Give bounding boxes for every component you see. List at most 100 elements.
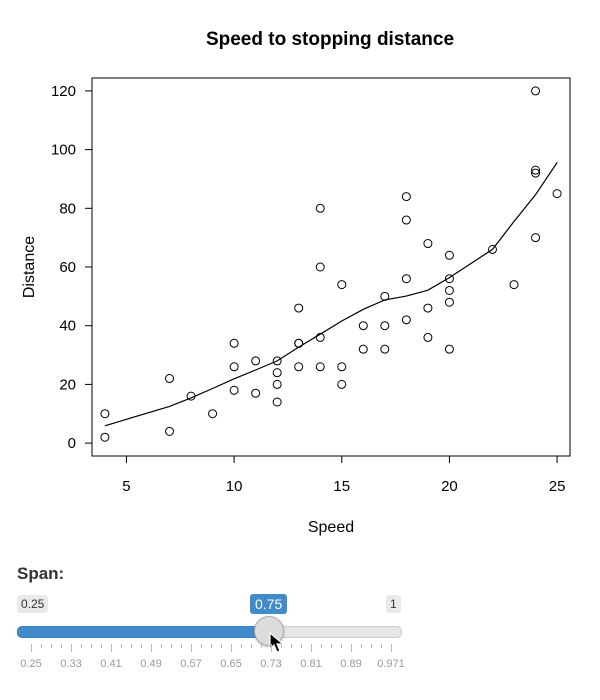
- data-point: [380, 344, 390, 354]
- slider-minor-tick: [91, 644, 92, 648]
- mouse-cursor-icon: [269, 632, 285, 653]
- data-point: [358, 321, 368, 331]
- slider-label: Span:: [17, 564, 65, 583]
- slider-minor-tick: [201, 644, 202, 648]
- data-point: [380, 321, 390, 331]
- slider-major-tick: [111, 644, 112, 652]
- data-point: [337, 280, 347, 290]
- slider-major-tick: [311, 644, 312, 652]
- slider-minor-tick: [221, 644, 222, 648]
- data-point: [487, 244, 497, 254]
- data-point: [401, 215, 411, 225]
- data-point: [229, 338, 239, 348]
- data-point: [401, 192, 411, 202]
- x-tick-label: 5: [122, 478, 130, 495]
- data-point: [531, 165, 541, 175]
- data-point: [229, 362, 239, 372]
- slider-minor-tick: [361, 644, 362, 648]
- data-point: [165, 426, 175, 436]
- slider-minor-tick: [41, 644, 42, 648]
- slider-minor-tick: [261, 644, 262, 648]
- y-tick-label: 100: [51, 142, 76, 159]
- data-point: [531, 233, 541, 243]
- slider-minor-tick: [181, 644, 182, 648]
- slider-minor-tick: [371, 644, 372, 648]
- y-axis: 0 20 40 60 80 100 120: [51, 83, 93, 452]
- scatter-plot: Speed to stopping distance 5 10 15 20 25 0 20…: [21, 29, 571, 536]
- slider-tick-label: 0.25: [20, 658, 42, 670]
- slider-tick-label: 0.65: [220, 658, 242, 670]
- data-point: [100, 432, 110, 442]
- data-point: [294, 303, 304, 313]
- data-point: [444, 274, 454, 284]
- data-point: [552, 189, 562, 199]
- data-point: [315, 332, 325, 342]
- data-point: [509, 280, 519, 290]
- slider-minor-tick: [291, 644, 292, 648]
- chart-title: Speed to stopping distance: [206, 29, 454, 50]
- slider-major-tick: [351, 644, 352, 652]
- data-point: [251, 356, 261, 366]
- x-tick-label: 25: [549, 478, 566, 495]
- x-tick-label: 20: [441, 478, 458, 495]
- slider-tick-label: 0.41: [100, 658, 122, 670]
- data-point: [423, 303, 433, 313]
- data-points: [100, 86, 562, 442]
- slider-minor-tick: [161, 644, 162, 648]
- x-tick-label: 10: [226, 478, 243, 495]
- data-point: [315, 262, 325, 272]
- data-point: [444, 285, 454, 295]
- slider-minor-tick: [81, 644, 82, 648]
- x-tick-label: 15: [333, 478, 350, 495]
- slider-major-tick: [31, 644, 32, 652]
- slider-major-tick: [151, 644, 152, 652]
- slider-major-tick: [71, 644, 72, 652]
- data-point: [229, 385, 239, 395]
- slider-major-tick: [391, 644, 392, 652]
- data-point: [423, 239, 433, 249]
- slider-max-label: 1: [386, 595, 401, 613]
- slider-minor-tick: [301, 644, 302, 648]
- data-point: [272, 368, 282, 378]
- slider-tick-label: 0.33: [60, 658, 82, 670]
- data-point: [401, 315, 411, 325]
- slider-minor-tick: [211, 644, 212, 648]
- slider-minor-tick: [381, 644, 382, 648]
- slider-minor-tick: [241, 644, 242, 648]
- data-point: [531, 86, 541, 96]
- data-point: [401, 274, 411, 284]
- y-tick-label: 20: [59, 376, 76, 393]
- data-point: [208, 409, 218, 419]
- y-tick-label: 40: [59, 318, 76, 335]
- data-point: [294, 338, 304, 348]
- slider-tick-label: 0.57: [180, 658, 202, 670]
- data-point: [315, 362, 325, 372]
- slider-ticks: 0.25 0.33 0.41 0.49 0.57 0.65 0.73 0.81 0.89 0.97…: [17, 644, 407, 674]
- slider-minor-tick: [171, 644, 172, 648]
- slider-fill: [17, 626, 271, 638]
- slider-tick-label: 0.81: [300, 658, 322, 670]
- data-point: [272, 397, 282, 407]
- span-slider-section: Span: 0.25 0.75 1 0.25 0.33 0.41 0.49 0.57 0.…: [17, 560, 407, 690]
- slider-minor-tick: [101, 644, 102, 648]
- data-point: [444, 250, 454, 260]
- data-point: [251, 388, 261, 398]
- slider-minor-tick: [121, 644, 122, 648]
- slider-minor-tick: [131, 644, 132, 648]
- data-point: [531, 168, 541, 178]
- slider-minor-tick: [341, 644, 342, 648]
- slider-minor-tick: [331, 644, 332, 648]
- y-axis-label: Distance: [21, 236, 38, 298]
- x-axis: 5 10 15 20 25: [122, 455, 566, 495]
- slider-tick-label: 0.49: [140, 658, 162, 670]
- data-point: [444, 297, 454, 307]
- data-point: [444, 344, 454, 354]
- slider-minor-tick: [141, 644, 142, 648]
- data-point: [100, 409, 110, 419]
- data-point: [272, 379, 282, 389]
- slider-minor-tick: [61, 644, 62, 648]
- slider-tick-label: 0.971: [377, 658, 405, 670]
- slider-major-tick: [191, 644, 192, 652]
- slider-min-label: 0.25: [17, 595, 49, 613]
- slider-value-label: 0.75: [250, 594, 288, 614]
